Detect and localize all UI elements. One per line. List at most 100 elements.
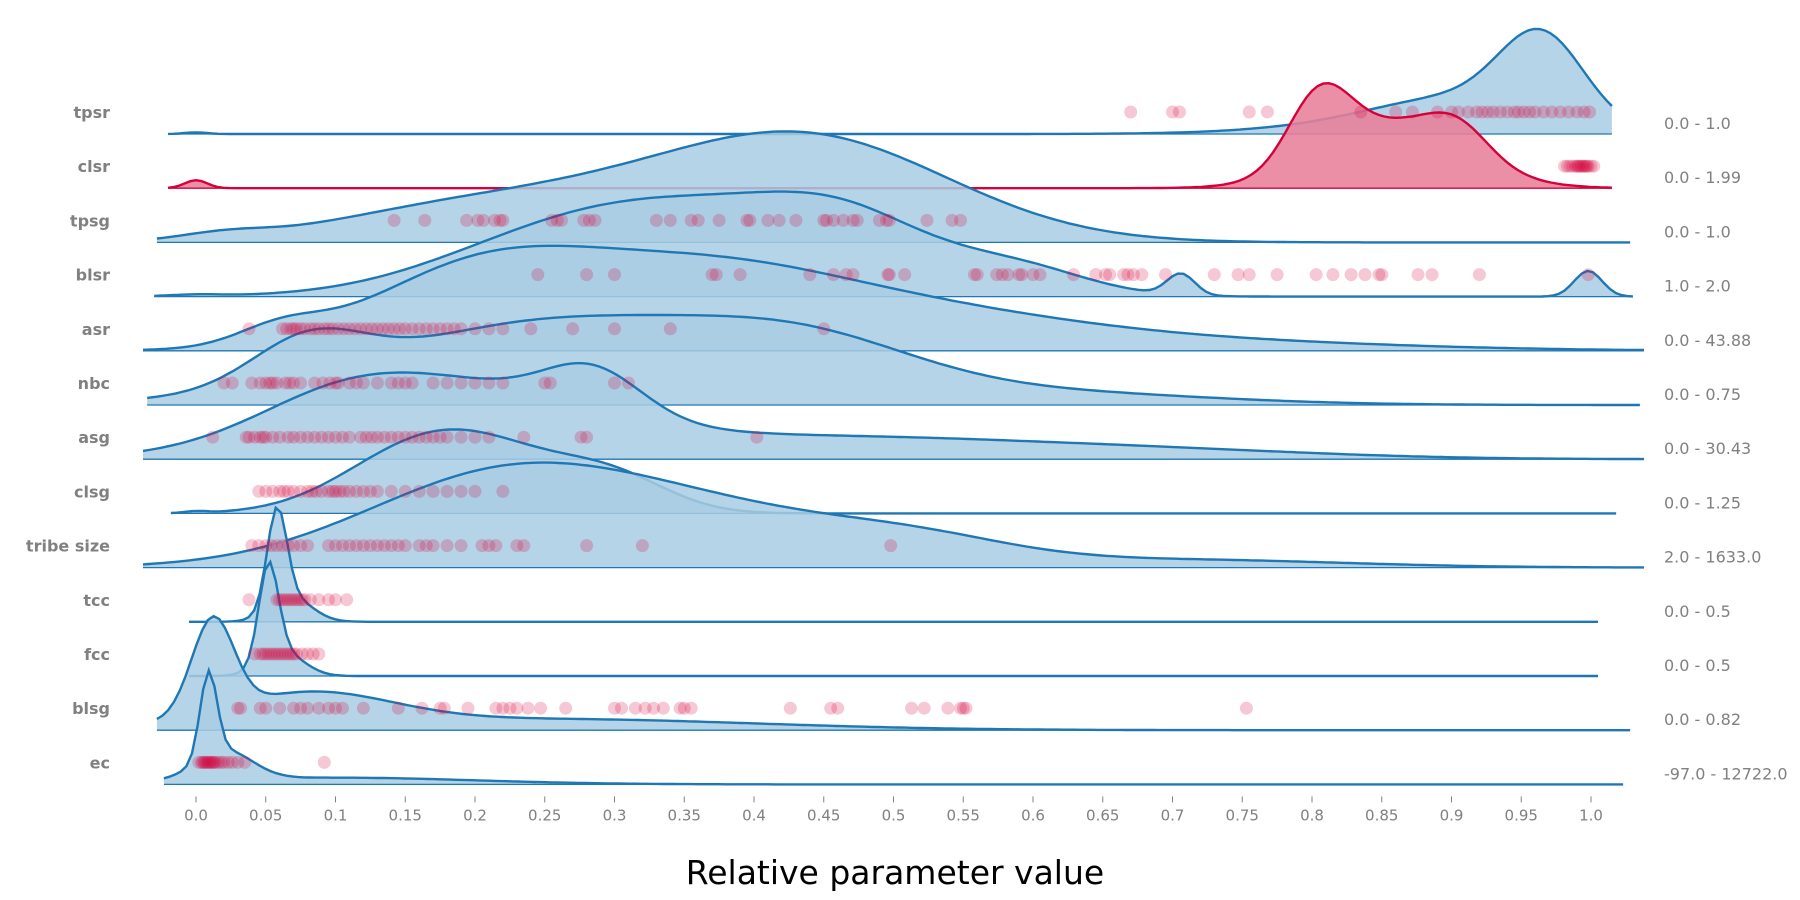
- data-point: [656, 701, 670, 715]
- data-point: [252, 484, 266, 498]
- row-label: asg: [78, 428, 110, 447]
- data-point: [496, 701, 510, 715]
- data-point: [1452, 105, 1465, 119]
- row-label: tribe size: [26, 537, 110, 556]
- data-point: [582, 213, 596, 227]
- data-point: [239, 430, 253, 444]
- data-point: [1563, 159, 1577, 173]
- data-point: [377, 430, 391, 444]
- data-point: [273, 430, 287, 444]
- ridge-tribe-size: [142, 461, 1645, 569]
- data-point: [259, 430, 273, 444]
- range-label: 0.0 - 43.88: [1664, 331, 1751, 350]
- data-point: [292, 593, 306, 607]
- tick-label: 0.5: [882, 806, 906, 824]
- data-point: [1033, 268, 1047, 282]
- data-point: [273, 593, 287, 607]
- data-point: [461, 701, 475, 715]
- data-point: [377, 539, 391, 553]
- data-point: [426, 539, 440, 553]
- data-point: [231, 701, 245, 715]
- data-point: [884, 539, 898, 553]
- data-point: [488, 213, 501, 227]
- row-label: nbc: [78, 374, 110, 393]
- data-point: [426, 376, 440, 390]
- data-point: [207, 755, 221, 769]
- data-point: [663, 213, 677, 227]
- tick-label: 0.85: [1365, 806, 1398, 824]
- data-point: [195, 755, 209, 769]
- data-point: [322, 593, 335, 607]
- row-label: tpsr: [73, 103, 110, 122]
- tick-label: 0.9: [1440, 806, 1464, 824]
- data-point: [387, 213, 401, 227]
- data-point: [303, 322, 317, 336]
- data-point: [315, 430, 329, 444]
- data-point: [253, 701, 267, 715]
- data-point: [253, 647, 267, 661]
- data-point: [1553, 105, 1567, 119]
- data-point: [283, 376, 296, 390]
- data-point: [1166, 105, 1179, 119]
- points-group: [192, 105, 1601, 769]
- data-point: [393, 322, 407, 336]
- ridge-tcc: [189, 505, 1598, 623]
- data-point: [245, 376, 259, 390]
- data-point: [1486, 105, 1500, 119]
- data-point: [649, 213, 663, 227]
- data-point: [995, 268, 1009, 282]
- data-point: [382, 322, 395, 336]
- data-point: [262, 647, 275, 661]
- data-point: [312, 322, 326, 336]
- row-label: asr: [82, 320, 110, 339]
- data-point: [1425, 268, 1439, 282]
- data-point: [880, 213, 893, 227]
- data-point: [1207, 268, 1221, 282]
- data-point: [259, 376, 273, 390]
- data-point: [555, 213, 568, 227]
- data-point: [331, 322, 345, 336]
- data-point: [225, 376, 239, 390]
- data-point: [303, 593, 317, 607]
- data-point: [278, 647, 292, 661]
- data-point: [482, 376, 496, 390]
- data-point: [882, 268, 896, 282]
- tick-label: 0.8: [1300, 806, 1324, 824]
- data-point: [270, 376, 284, 390]
- points-tpsg: [387, 213, 967, 227]
- data-point: [308, 430, 322, 444]
- range-label: 0.0 - 0.82: [1664, 710, 1741, 729]
- data-point: [1239, 701, 1253, 715]
- data-point: [418, 213, 432, 227]
- data-point: [783, 701, 797, 715]
- range-label: 0.0 - 1.0: [1664, 222, 1731, 241]
- data-point: [312, 647, 326, 661]
- data-point: [1570, 159, 1584, 173]
- data-point: [1121, 268, 1135, 282]
- range-label: -97.0 - 12722.0: [1664, 764, 1788, 783]
- data-point: [329, 539, 342, 553]
- range-label: 0.0 - 0.5: [1664, 602, 1731, 621]
- data-point: [1173, 105, 1186, 119]
- data-point: [628, 701, 642, 715]
- data-point: [276, 647, 289, 661]
- data-point: [608, 376, 621, 390]
- data-point: [278, 376, 292, 390]
- data-point: [1015, 268, 1029, 282]
- tick-label: 0.6: [1021, 806, 1045, 824]
- data-point: [294, 539, 308, 553]
- data-point: [1159, 268, 1172, 282]
- data-point: [824, 701, 838, 715]
- data-point: [1562, 105, 1576, 119]
- data-point: [192, 755, 206, 769]
- range-label: 0.0 - 0.5: [1664, 656, 1731, 675]
- ridge-area: [143, 363, 1644, 460]
- data-point: [440, 376, 454, 390]
- data-point: [370, 376, 384, 390]
- data-point: [959, 701, 973, 715]
- data-point: [349, 376, 363, 390]
- data-point: [242, 322, 256, 336]
- data-point: [608, 268, 621, 282]
- data-point: [1581, 159, 1595, 173]
